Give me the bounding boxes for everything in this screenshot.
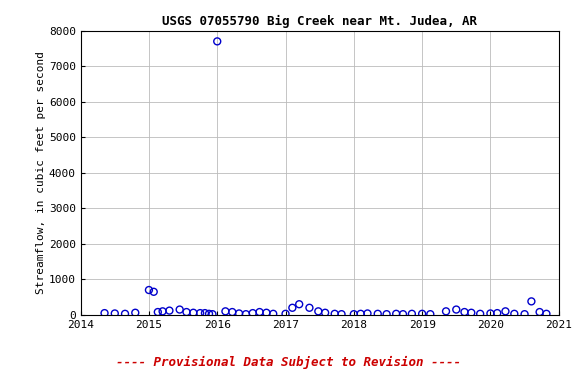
Point bbox=[314, 308, 323, 314]
Point bbox=[268, 311, 278, 317]
Point bbox=[501, 308, 510, 314]
Point bbox=[234, 310, 244, 316]
Point bbox=[527, 298, 536, 305]
Point bbox=[204, 311, 214, 317]
Point bbox=[337, 311, 346, 317]
Point bbox=[510, 311, 519, 317]
Point bbox=[100, 310, 109, 316]
Point bbox=[349, 311, 358, 317]
Point bbox=[131, 310, 140, 316]
Point bbox=[407, 311, 416, 317]
Point bbox=[305, 305, 314, 311]
Point bbox=[228, 309, 237, 315]
Point bbox=[248, 310, 257, 316]
Point bbox=[399, 311, 408, 317]
Point bbox=[535, 309, 544, 315]
Point bbox=[418, 311, 427, 317]
Point bbox=[196, 310, 205, 316]
Point bbox=[149, 289, 158, 295]
Point bbox=[200, 310, 210, 316]
Point bbox=[120, 311, 130, 317]
Point bbox=[262, 310, 271, 316]
Point bbox=[460, 309, 469, 315]
Point bbox=[221, 308, 230, 314]
Point bbox=[542, 311, 551, 317]
Y-axis label: Streamflow, in cubic feet per second: Streamflow, in cubic feet per second bbox=[36, 51, 46, 294]
Point bbox=[165, 308, 174, 314]
Point bbox=[363, 310, 372, 316]
Point bbox=[294, 301, 304, 307]
Point bbox=[373, 311, 382, 317]
Point bbox=[382, 311, 391, 317]
Title: USGS 07055790 Big Creek near Mt. Judea, AR: USGS 07055790 Big Creek near Mt. Judea, … bbox=[162, 15, 477, 28]
Point bbox=[288, 305, 297, 311]
Point bbox=[158, 308, 167, 314]
Point bbox=[467, 310, 476, 316]
Point bbox=[213, 38, 222, 45]
Point bbox=[110, 310, 119, 316]
Point bbox=[241, 311, 251, 317]
Point bbox=[441, 308, 450, 314]
Point bbox=[175, 306, 184, 313]
Point bbox=[330, 311, 339, 317]
Point bbox=[392, 311, 401, 317]
Point bbox=[153, 309, 162, 315]
Point bbox=[281, 311, 290, 317]
Point bbox=[189, 310, 198, 316]
Point bbox=[426, 311, 435, 317]
Point bbox=[255, 309, 264, 315]
Point bbox=[145, 287, 154, 293]
Point bbox=[356, 311, 365, 317]
Point bbox=[452, 306, 461, 313]
Text: ---- Provisional Data Subject to Revision ----: ---- Provisional Data Subject to Revisio… bbox=[116, 356, 460, 369]
Point bbox=[476, 311, 485, 317]
Point bbox=[492, 310, 502, 316]
Point bbox=[208, 311, 217, 317]
Point bbox=[320, 310, 329, 316]
Point bbox=[486, 310, 495, 316]
Point bbox=[520, 311, 529, 317]
Point bbox=[182, 309, 191, 315]
